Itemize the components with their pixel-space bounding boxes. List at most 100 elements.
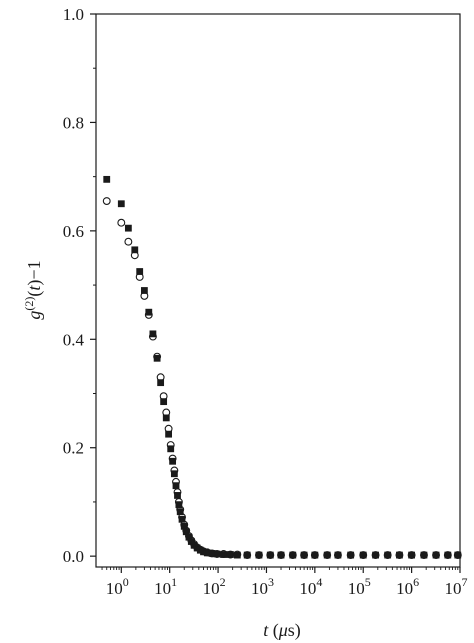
x-axis: 100 101 102 103 104 105 106 107 — [101, 567, 468, 598]
x-tick-label: 107 — [445, 575, 468, 598]
data-point-circle — [395, 551, 404, 560]
data-point-square — [432, 551, 440, 559]
data-point-square — [408, 551, 416, 559]
x-tick-label: 100 — [106, 575, 129, 598]
x-axis-label: t (μs) — [263, 620, 301, 641]
data-point-circle — [159, 392, 168, 401]
data-point-square — [266, 551, 274, 559]
data-point-square — [359, 551, 367, 559]
y-tick-label: 0.2 — [63, 439, 84, 458]
data-point-circle — [203, 548, 212, 557]
data-point-square — [289, 551, 297, 559]
data-point-square — [213, 550, 221, 558]
data-point-circle — [371, 551, 380, 560]
data-point-circle — [164, 424, 173, 433]
data-point-square — [323, 551, 331, 559]
data-point-square — [396, 551, 403, 559]
data-point-square — [176, 508, 184, 516]
data-points — [102, 175, 462, 560]
data-point-square — [157, 379, 165, 387]
data-point-square — [180, 522, 188, 530]
data-point-circle — [199, 547, 208, 556]
data-point-circle — [135, 272, 144, 281]
data-point-square — [149, 330, 157, 338]
data-point-square — [243, 551, 251, 559]
data-point-circle — [178, 513, 186, 522]
data-point-square — [203, 549, 211, 557]
data-point-circle — [443, 551, 452, 560]
data-point-square — [444, 551, 452, 559]
data-point-circle — [166, 441, 175, 449]
data-point-square — [311, 551, 319, 559]
data-point-circle — [432, 551, 441, 560]
data-point-square — [165, 430, 173, 438]
data-point-circle — [453, 551, 462, 560]
y-axis: 0.0 0.2 0.4 0.6 0.8 1.0 — [63, 5, 96, 566]
data-point-circle — [310, 551, 319, 560]
data-point-circle — [173, 488, 182, 497]
x-tick-label: 103 — [251, 575, 274, 598]
data-point-square — [175, 501, 183, 509]
data-point-circle — [148, 332, 157, 341]
data-point-square — [372, 551, 379, 559]
data-point-circle — [102, 197, 111, 205]
x-tick-label: 106 — [396, 575, 419, 598]
data-point-circle — [255, 551, 263, 560]
plot-frame — [95, 13, 461, 568]
data-point-circle — [208, 549, 216, 558]
data-point-square — [277, 551, 285, 559]
data-point-square — [103, 175, 111, 183]
data-point-circle — [172, 477, 180, 486]
y-axis-label: g(2)(t)−1 — [22, 260, 45, 319]
data-point-square — [136, 268, 144, 275]
data-point-circle — [420, 551, 428, 560]
data-point-circle — [323, 551, 332, 560]
data-point-circle — [359, 551, 368, 560]
data-point-square — [454, 551, 462, 559]
data-point-square — [160, 398, 168, 406]
data-point-circle — [277, 551, 285, 560]
data-point-square — [131, 246, 139, 254]
data-point-circle — [144, 310, 153, 319]
data-point-square — [227, 551, 234, 558]
data-point-circle — [170, 466, 179, 475]
data-point-circle — [140, 291, 149, 300]
data-point-circle — [243, 551, 252, 560]
x-tick-label: 104 — [299, 575, 322, 598]
data-point-circle — [156, 373, 165, 382]
data-point-square — [208, 550, 216, 557]
data-point-circle — [407, 551, 416, 560]
data-point-circle — [117, 218, 126, 227]
data-point-circle — [130, 251, 139, 260]
data-point-square — [420, 551, 428, 559]
x-tick-label: 101 — [154, 575, 177, 598]
data-point-square — [182, 528, 190, 536]
data-point-square — [384, 551, 392, 559]
data-point-square — [153, 354, 161, 362]
data-point-square — [178, 515, 186, 523]
data-point-circle — [184, 532, 193, 541]
data-point-circle — [346, 551, 355, 560]
data-point-circle — [300, 551, 309, 560]
data-point-square — [300, 551, 308, 559]
data-point-square — [255, 551, 263, 559]
data-point-square — [140, 287, 148, 294]
data-point-square — [233, 551, 241, 559]
data-point-circle — [176, 505, 185, 514]
data-point-circle — [124, 237, 133, 246]
data-point-circle — [168, 454, 177, 463]
data-point-square — [347, 551, 355, 559]
x-tick-label: 102 — [203, 575, 226, 598]
data-point-square — [145, 308, 153, 316]
data-point-square — [169, 457, 177, 465]
data-point-circle — [288, 551, 297, 560]
data-point-circle — [333, 551, 342, 560]
y-tick-label: 0.0 — [63, 547, 84, 566]
data-point-circle — [162, 408, 171, 417]
y-tick-label: 0.4 — [63, 330, 85, 349]
y-tick-label: 1.0 — [63, 5, 84, 24]
data-point-circle — [233, 550, 242, 559]
data-point-circle — [174, 497, 183, 506]
data-point-square — [185, 533, 193, 541]
data-point-circle — [266, 551, 275, 560]
